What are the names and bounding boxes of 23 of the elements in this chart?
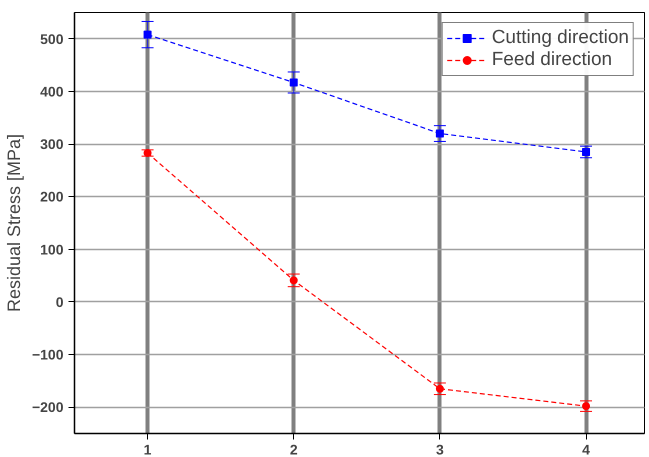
x-tick-label: 3 bbox=[436, 442, 444, 457]
point bbox=[582, 402, 590, 410]
point bbox=[436, 130, 444, 138]
point bbox=[290, 78, 298, 86]
point bbox=[144, 30, 152, 39]
y-tick-label: −200 bbox=[32, 399, 64, 416]
y-tick-label: 500 bbox=[40, 30, 64, 47]
y-tick-label: 100 bbox=[40, 241, 64, 258]
y-tick-label: 300 bbox=[40, 136, 64, 152]
x-tick-label: 4 bbox=[582, 442, 590, 457]
point bbox=[290, 276, 298, 284]
y-tick-label: −100 bbox=[32, 346, 64, 363]
legend-label: Cutting direction bbox=[492, 27, 629, 49]
x-tick-label: 2 bbox=[290, 442, 298, 457]
y-axis-title: Residual Stress [MPa] bbox=[4, 134, 24, 312]
y-tick-label: 0 bbox=[56, 294, 64, 310]
y-tick-label: 400 bbox=[40, 83, 64, 100]
point bbox=[144, 149, 152, 157]
point bbox=[436, 384, 444, 393]
x-tick-label: 1 bbox=[144, 442, 152, 457]
legend-label: Feed direction bbox=[492, 49, 612, 71]
point bbox=[582, 148, 590, 156]
y-tick-label: 200 bbox=[40, 188, 64, 205]
